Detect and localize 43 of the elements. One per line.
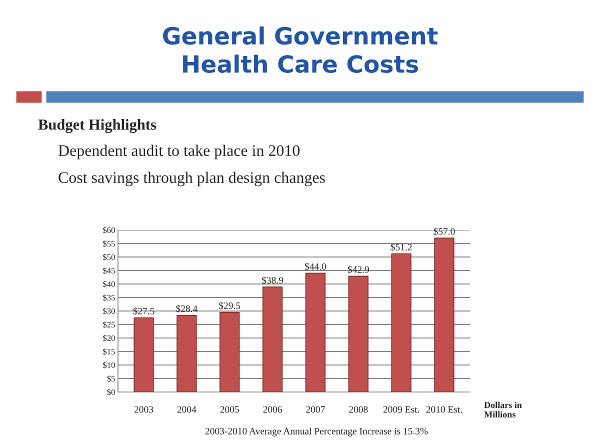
y-tick-label: $45 [103,267,115,274]
y-tick-label: $0 [107,388,115,396]
data-label: $42.9 [348,266,369,274]
bar [434,238,454,392]
y-tick-label: $20 [103,334,115,342]
x-tick-label: 2005 [220,406,239,413]
y-tick-label: $25 [103,321,115,328]
y-tick-label: $10 [103,362,115,369]
y-tick-label: $15 [103,348,115,356]
bar [134,317,154,392]
y-tick-label: $40 [103,280,115,288]
bar [391,253,412,392]
data-label: $27.5 [133,307,154,316]
data-label: $51.2 [390,243,412,252]
text: Dependent audit to take place in 2010 [58,144,300,160]
y-tick-label: $30 [103,308,115,315]
data-label: $29.5 [219,302,240,310]
chart-title: General Government Health Care Costs [163,26,438,73]
x-tick-label: 2010 Est. [426,406,462,413]
data-label: $44.0 [304,262,326,270]
text: 2003-2010 Average Annual Percentage Increase is 15.3% [205,428,428,436]
bar [176,314,197,392]
text: Budget Highlights [38,119,156,133]
y-tick-label: $35 [103,294,115,302]
y-tick-label: $55 [103,240,115,248]
x-tick-label: 2004 [177,406,196,413]
x-tick-label: 2009 Est. [383,406,420,413]
text: Cost savings through plan design changes [58,172,325,186]
bar [305,272,326,392]
y-tick-label: $50 [103,254,115,261]
x-tick-label: 2003 [134,406,154,413]
y-tick-label: $60 [103,226,115,234]
x-tick-label: 2006 [263,406,282,413]
y-axis-title: Dollars in Millions [484,402,522,418]
x-tick-label: 2007 [306,406,325,413]
data-label: $57.0 [434,228,455,236]
x-tick-label: 2008 [349,406,368,413]
data-label: $28.4 [176,304,198,313]
y-tick-label: $5 [107,375,115,382]
data-label: $38.9 [262,276,284,284]
bar [220,312,240,392]
bar [262,286,283,392]
bar [348,276,368,392]
